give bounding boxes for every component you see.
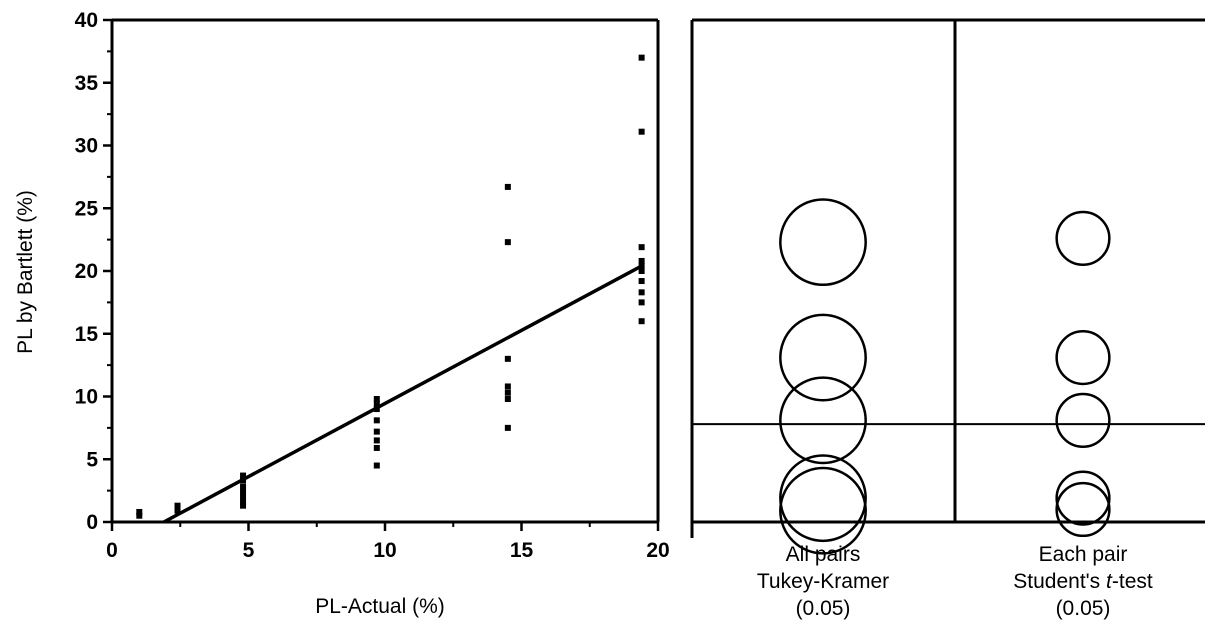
data-point — [373, 428, 380, 435]
data-point — [504, 183, 511, 190]
scatter-frame — [110, 18, 660, 524]
y-tick-label: 0 — [86, 511, 98, 534]
data-point — [174, 502, 181, 509]
regression-line-group — [163, 264, 643, 524]
group-label-line: (0.05) — [1056, 597, 1111, 620]
y-tick-label: 5 — [86, 448, 98, 471]
data-point — [504, 424, 511, 431]
comparison-circle — [779, 454, 867, 543]
group-label-line: All pairs — [786, 543, 861, 566]
data-point — [373, 462, 380, 469]
data-point — [638, 278, 645, 285]
comparison-labels: All pairs Tukey-Kramer (0.05) Each pair Stud… — [757, 543, 1153, 620]
comparison-circle — [1055, 329, 1111, 386]
data-point — [373, 401, 380, 408]
data-point — [240, 498, 247, 505]
data-point — [504, 355, 511, 362]
comparison-circle — [1055, 210, 1111, 266]
x-axis-title: PL-Actual (%) — [315, 595, 445, 618]
x-tick-label: 5 — [243, 539, 255, 562]
data-point — [638, 268, 645, 274]
y-tick-label: 40 — [75, 9, 98, 32]
comparison-circle — [779, 376, 867, 465]
comparison-circle — [1055, 392, 1111, 448]
data-point — [638, 128, 645, 135]
comparison-circle — [1055, 481, 1111, 538]
data-point — [373, 417, 380, 424]
data-point — [136, 508, 143, 515]
data-point — [240, 502, 247, 509]
data-point — [504, 383, 511, 390]
y-tick-label: 10 — [75, 386, 98, 409]
data-point — [174, 507, 181, 514]
x-tick-label: 10 — [373, 539, 396, 562]
data-point — [240, 488, 247, 495]
data-point — [504, 239, 511, 246]
data-point — [638, 244, 645, 251]
data-point — [240, 483, 247, 490]
y-tick-label: 20 — [75, 260, 98, 283]
data-point — [638, 289, 645, 296]
data-point — [638, 257, 645, 264]
data-point — [638, 54, 645, 61]
data-point — [240, 493, 247, 500]
comparison-circles-panel: All pairs Tukey-Kramer (0.05) Each pair Stud… — [690, 18, 1205, 620]
scatter-ticks: 0 5 10 15 20 25 30 35 40 0 5 10 15 20 — [75, 9, 670, 562]
y-tick-label: 25 — [75, 197, 99, 220]
data-point — [373, 444, 380, 451]
comparison-circle — [779, 198, 867, 287]
y-tick-label: 30 — [75, 135, 98, 158]
y-tick-label: 35 — [75, 72, 99, 95]
scatter-panel: 0 5 10 15 20 25 30 35 40 0 5 10 15 20 PL-Actual (%) P… — [14, 9, 670, 618]
x-tick-label: 15 — [510, 539, 534, 562]
data-point — [136, 512, 143, 519]
group-label-line: Tukey-Kramer — [757, 570, 889, 593]
data-point — [504, 389, 511, 396]
y-axis-title: PL by Bartlett (%) — [14, 190, 37, 354]
comparison-circle — [779, 313, 867, 402]
x-tick-label: 20 — [646, 539, 669, 562]
comparison-circle — [1055, 470, 1111, 526]
comparison-circle — [779, 466, 867, 555]
comparison-frame — [690, 18, 1205, 538]
data-point — [504, 396, 511, 403]
x-tick-label: 0 — [106, 539, 118, 562]
data-point — [638, 299, 645, 306]
data-point — [240, 472, 247, 479]
scatter-points — [136, 54, 645, 519]
y-tick-label: 15 — [75, 323, 99, 346]
comparison-circles — [779, 198, 1111, 555]
group-label-line: Student's t-test — [1013, 570, 1153, 593]
data-point — [638, 318, 645, 325]
group-label-line: Each pair — [1039, 543, 1128, 566]
regression-line — [163, 264, 643, 524]
data-point — [373, 396, 380, 403]
data-point — [373, 437, 380, 444]
group-label-line: (0.05) — [796, 597, 851, 620]
